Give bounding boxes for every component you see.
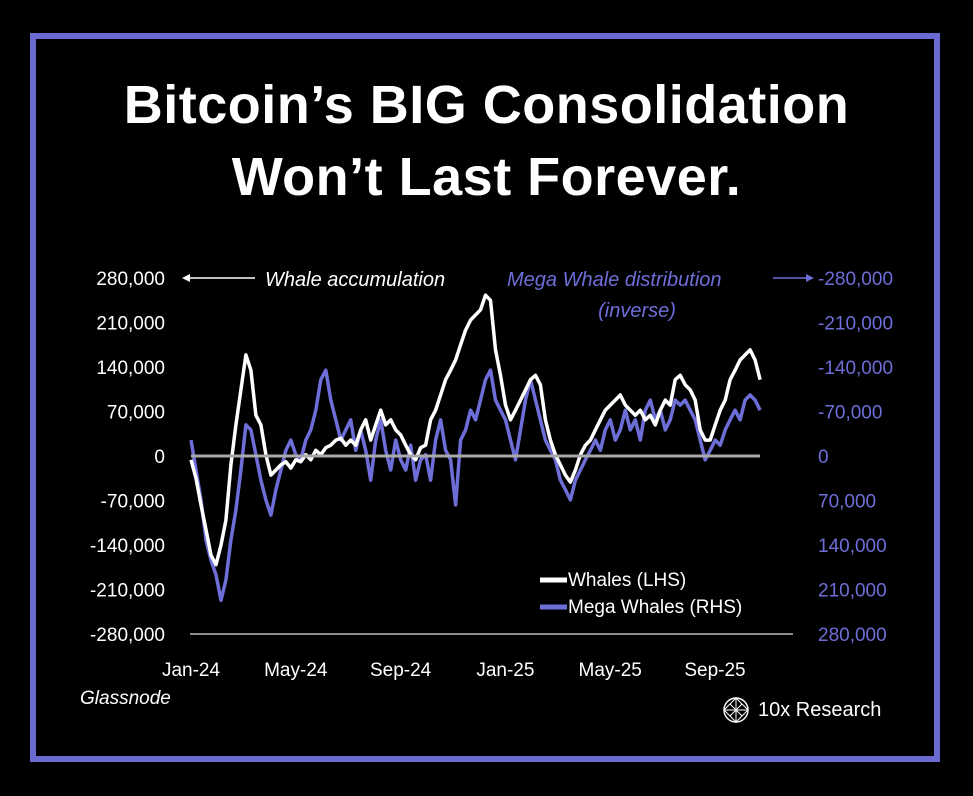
y-right-tick-label: 70,000 <box>818 492 876 513</box>
annotation-inverse: (inverse) <box>598 300 676 322</box>
y-left-tick-label: -140,000 <box>90 536 165 557</box>
border-frame <box>30 33 940 762</box>
x-tick-label: Sep-25 <box>684 660 745 681</box>
y-left-tick-label: -280,000 <box>90 625 165 646</box>
y-right-tick-label: -70,000 <box>818 403 882 424</box>
globe-lattice-icon <box>723 697 749 723</box>
x-tick-label: Sep-24 <box>370 660 432 681</box>
y-right-tick-label: -140,000 <box>818 358 893 379</box>
x-tick-label: Jan-24 <box>162 660 221 681</box>
legend-label-whales: Whales (LHS) <box>568 570 686 591</box>
x-tick-label: Jan-25 <box>476 660 534 681</box>
source-label: Glassnode <box>80 688 171 709</box>
title-line-1: Bitcoin’s BIG Consolidation <box>123 75 850 135</box>
y-right-tick-label: 280,000 <box>818 625 887 646</box>
brand-logo: 10x Research <box>722 696 881 724</box>
y-right-tick-label: -280,000 <box>818 269 893 290</box>
y-right-tick-label: 210,000 <box>818 581 887 602</box>
series-whales-line <box>189 293 762 567</box>
y-right-tick-label: 140,000 <box>818 536 887 557</box>
y-left-tick-label: -210,000 <box>90 581 165 602</box>
y-left-tick-label: 140,000 <box>96 358 165 379</box>
x-tick-label: May-24 <box>264 660 328 681</box>
y-left-tick-label: 210,000 <box>96 314 165 335</box>
y-left-tick-label: 70,000 <box>107 403 165 424</box>
brand-name: 10x Research <box>758 698 882 721</box>
annotation-whale-accumulation: Whale accumulation <box>265 269 445 291</box>
y-right-tick-label: 0 <box>818 447 829 468</box>
right-arrowhead-icon <box>806 274 814 282</box>
x-tick-label: May-25 <box>579 660 642 681</box>
y-left-tick-label: 0 <box>154 447 165 468</box>
series-mega-whales-line <box>189 368 762 603</box>
y-left-tick-label: 280,000 <box>96 269 165 290</box>
y-right-tick-label: -210,000 <box>818 314 893 335</box>
title-line-2: Won’t Last Forever. <box>231 147 742 207</box>
y-left-tick-label: -70,000 <box>101 492 165 513</box>
annotation-mega-whale-distribution: Mega Whale distribution <box>507 269 722 291</box>
legend-label-mega-whales: Mega Whales (RHS) <box>568 597 742 618</box>
left-arrowhead-icon <box>182 274 190 282</box>
